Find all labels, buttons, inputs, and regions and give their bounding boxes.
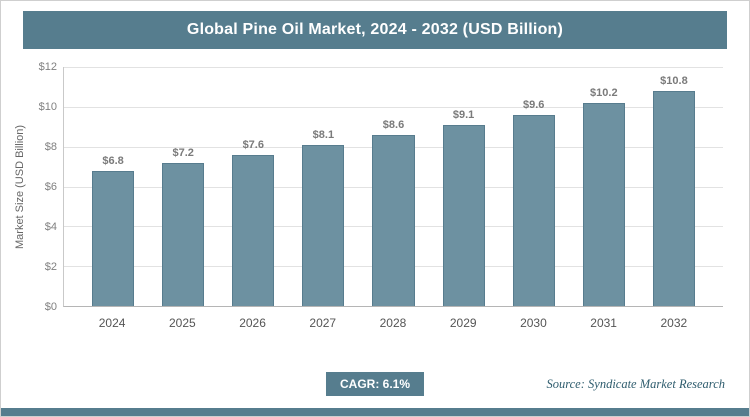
bar-group: $10.2 [569,67,639,306]
source-attribution: Source: Syndicate Market Research [546,377,725,391]
accent-strip [1,408,749,416]
bar-group: $8.6 [358,67,428,306]
bar-group: $10.8 [639,67,709,306]
bars-row: $6.8 $7.2 $7.6 $8.1 $8.6 $9.1 $9.6 $10.2 $10.8 [64,67,723,306]
cagr-badge: CAGR: 6.1% [325,372,425,396]
y-tick-label: $2 [44,261,57,273]
y-tick-label: $10 [38,100,57,113]
bar [232,154,275,306]
bar [372,134,415,306]
bar [162,162,205,306]
y-tick-label: $8 [44,140,57,153]
y-tick-label: $0 [44,301,57,313]
bar [92,170,135,306]
bar-group: $7.2 [148,67,218,306]
plot-area: $6.8 $7.2 $7.6 $8.1 $8.6 $9.1 $9.6 $10.2 $10.8 [63,67,723,307]
bar-value-label: $10.2 [590,86,618,99]
bar-value-label: $8.6 [382,118,405,131]
bar-group: $6.8 [78,67,148,306]
chart-title: Global Pine Oil Market, 2024 - 2032 (USD… [186,21,564,38]
bar-value-label: $7.2 [172,146,194,159]
y-tick-label: $6 [44,181,57,193]
x-axis-label: 2032 [660,316,688,330]
x-axis-label: 2029 [449,316,477,330]
x-axis-label: 2026 [239,316,266,330]
x-axis-labels: 2024 2025 2026 2027 2028 2029 2030 2031 2032 [63,316,723,330]
bar-group: $9.1 [429,67,499,306]
plot-column: $6.8 $7.2 $7.6 $8.1 $8.6 $9.1 $9.6 $10.2 $10.8 2… [63,67,723,330]
bar-value-label: $6.8 [102,154,124,167]
chart-footer: CAGR: 6.1% Source: Syndicate Market Rese… [1,372,749,398]
bar-group: $8.1 [288,67,358,306]
bar-group: $7.6 [218,67,288,306]
bar [442,124,485,306]
bar-value-label: $7.6 [242,138,264,151]
bar-value-label: $8.1 [312,128,335,141]
y-tick-label: $12 [38,61,57,73]
bar [582,102,625,306]
chart-header: Global Pine Oil Market, 2024 - 2032 (USD… [23,11,727,49]
y-axis-title: Market Size (USD Billion) [14,124,26,250]
x-axis-label: 2027 [309,316,337,330]
chart-section: Market Size (USD Billion) $0 $2 $4 $6 $8 $10 $… [11,61,723,330]
x-axis-label: 2028 [379,316,407,330]
bar-group: $9.6 [499,67,569,306]
bar-value-label: $10.8 [660,74,688,87]
y-tick-label: $4 [44,220,57,233]
bar-value-label: $9.6 [523,98,545,111]
x-axis-label: 2030 [520,316,547,330]
bar [652,90,695,306]
y-axis-ticks: $0 $2 $4 $6 $8 $10 $12 [29,61,63,313]
gridline [64,106,723,108]
bar [302,144,345,306]
x-axis-label: 2031 [590,316,617,330]
x-axis-label: 2025 [168,316,196,330]
bar [512,114,555,306]
gridline [64,67,723,68]
x-axis-label: 2024 [98,316,126,330]
bar-value-label: $9.1 [452,108,475,121]
